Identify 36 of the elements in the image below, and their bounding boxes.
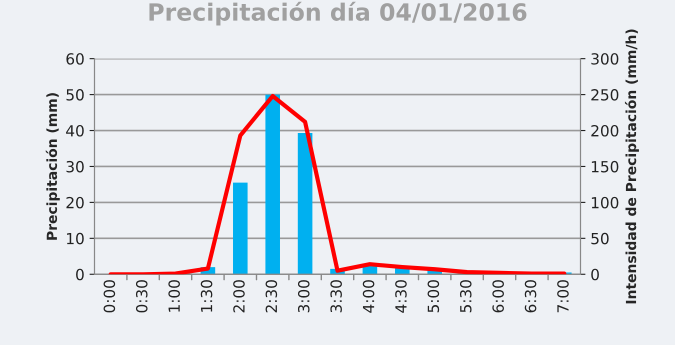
x-tick-label: 0:30: [136, 280, 148, 312]
y-tick-label: 60: [66, 53, 84, 65]
y-axis-title: Precipitación (mm): [46, 93, 60, 240]
y2-tick-label: 250: [591, 89, 618, 101]
y-tick-label: 50: [66, 89, 84, 101]
bar: [265, 94, 280, 274]
y2-tick-label: 150: [592, 160, 618, 172]
x-tick-label: 3:30: [330, 280, 342, 312]
x-tick-label: 2:30: [266, 280, 278, 312]
x-tick-label: 0:00: [104, 280, 116, 312]
y2-tick-label: 50: [591, 232, 609, 244]
x-tick-label: 3:00: [298, 280, 310, 312]
y-tick-label: 40: [66, 124, 84, 137]
y2-axis-title: Intensidad de Precipitación (mm/h): [624, 29, 639, 304]
y-tick-label: 20: [66, 196, 84, 208]
x-tick-label: 6:30: [524, 280, 536, 312]
y-tick-label: 0: [76, 268, 84, 280]
x-tick-label: 1:00: [168, 280, 180, 312]
y2-tick-label: 100: [592, 196, 618, 208]
x-tick-label: 4:00: [362, 280, 374, 313]
y2-tick-label: 300: [591, 53, 618, 65]
y-tick-label: 10: [67, 232, 84, 244]
x-tick-label: 6:00: [492, 280, 504, 312]
line-series: [108, 94, 566, 274]
y-tick-label: 30: [66, 160, 84, 172]
chart-title: Precipitación día 04/01/2016: [149, 2, 526, 26]
x-tick-label: 4:30: [395, 280, 407, 313]
bar: [233, 182, 248, 274]
bar: [298, 133, 312, 274]
x-tick-label: 5:30: [460, 280, 472, 312]
x-tick-label: 7:00: [557, 280, 569, 312]
x-tick-label: 5:00: [428, 280, 440, 312]
y2-tick-label: 200: [591, 124, 618, 137]
y2-tick-label: 0: [591, 268, 599, 280]
x-tick-label: 2:00: [233, 280, 245, 312]
x-tick-label: 1:30: [200, 280, 212, 312]
